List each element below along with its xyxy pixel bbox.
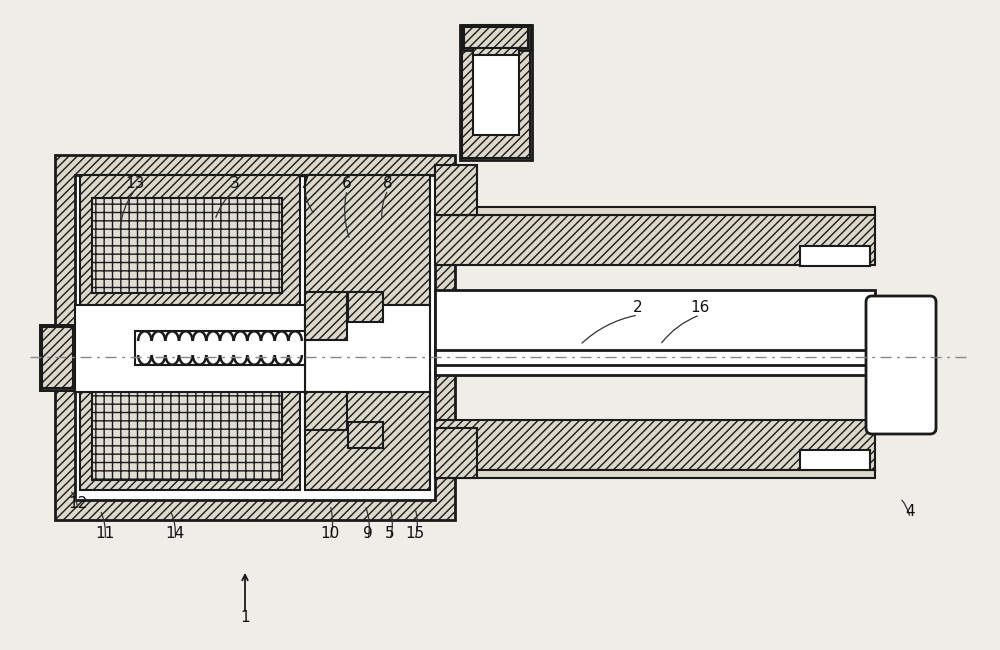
Bar	[305, 392, 347, 430]
Bar	[435, 290, 875, 375]
Text: 1: 1	[240, 610, 250, 625]
Text: 8: 8	[383, 176, 393, 190]
Bar	[870, 300, 935, 430]
Bar	[435, 165, 477, 215]
Bar	[92, 198, 282, 293]
Text: 3: 3	[230, 176, 240, 190]
Bar	[92, 385, 282, 480]
Bar	[80, 372, 300, 490]
Bar	[435, 470, 875, 478]
Bar	[464, 27, 528, 48]
Text: 7: 7	[300, 176, 310, 190]
Text: 4: 4	[905, 504, 915, 519]
Text: 13: 13	[125, 176, 145, 190]
Bar	[462, 25, 530, 50]
Bar	[435, 420, 875, 470]
Bar	[40, 325, 75, 390]
FancyBboxPatch shape	[866, 296, 936, 434]
Bar	[435, 350, 875, 365]
Bar	[305, 292, 347, 340]
Bar	[435, 207, 875, 215]
Bar	[473, 27, 519, 135]
Bar	[800, 450, 870, 470]
Bar	[435, 215, 875, 265]
Text: 11: 11	[95, 525, 115, 541]
Bar	[40, 325, 75, 390]
Text: 6: 6	[342, 176, 352, 190]
Bar	[473, 25, 519, 55]
Text: 14: 14	[165, 525, 185, 541]
Bar	[348, 292, 383, 322]
Text: 12: 12	[68, 495, 88, 510]
Bar	[305, 175, 430, 305]
Bar	[75, 175, 435, 500]
Text: 5: 5	[385, 525, 395, 541]
Bar	[75, 305, 305, 392]
Bar	[305, 305, 430, 392]
Text: 16: 16	[690, 300, 710, 315]
Bar	[42, 327, 73, 388]
Bar	[55, 155, 455, 520]
Bar	[348, 422, 383, 448]
Bar	[135, 331, 305, 365]
Text: 2: 2	[633, 300, 643, 315]
Bar	[435, 428, 477, 478]
Text: 10: 10	[320, 525, 340, 541]
Text: 9: 9	[363, 525, 373, 541]
Bar	[305, 372, 430, 490]
Text: 15: 15	[405, 525, 425, 541]
Bar	[462, 27, 530, 158]
Bar	[800, 246, 870, 266]
Bar	[460, 25, 532, 160]
Bar	[80, 175, 300, 305]
